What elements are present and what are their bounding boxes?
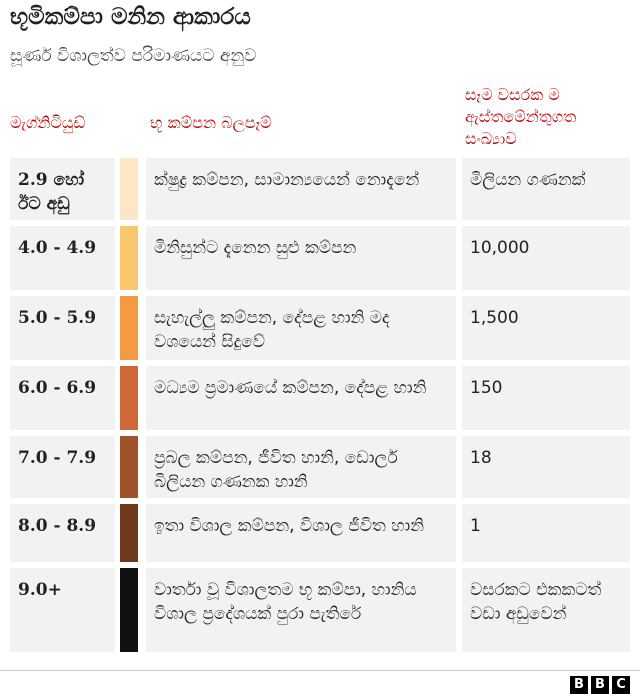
magnitude-cell: 4.0 - 4.9 [10,226,115,290]
logo-letter: C [612,676,630,694]
color-swatch [120,436,138,498]
effect-cell: ක්ෂුද්‍ර කම්පන, සාමාන්‍යයෙන් නොදැනේ [146,158,456,220]
color-swatch [120,366,138,430]
color-swatch [120,504,138,562]
column-header: භූ කම්පන බලපෑම් [150,113,272,132]
color-swatch [120,158,138,220]
magnitude-cell: 8.0 - 8.9 [10,504,115,562]
magnitude-cell: 7.0 - 7.9 [10,436,115,498]
estimate-cell: 1,500 [462,296,630,360]
effect-cell: මධ්‍යම ප්‍රමාණයේ කම්පන, දේපළ හානි [146,366,456,430]
logo-letter: B [591,676,609,694]
color-swatch [120,226,138,290]
estimate-cell: 10,000 [462,226,630,290]
column-header: සෑම වසරක ම ඇස්තමේන්තුගත සංඛ්‍යාව [465,85,577,148]
logo: B B C [570,676,630,694]
title: භූමිකම්පා මනින ආකාරය [10,4,251,30]
effect-cell: සැහැල්ලු කම්පන, දේපළ හානි මද වශයෙන් සිදු… [146,296,456,360]
estimate-cell: 1 [462,504,630,562]
magnitude-cell: 5.0 - 5.9 [10,296,115,360]
magnitude-cell: 2.9 හෝ ඊට අඩු [10,158,115,220]
effect-cell: වාර්තා වූ විශාලතම භූ කම්පා, හානිය විශාල … [146,568,456,652]
magnitude-cell: 9.0+ [10,568,115,652]
estimate-cell: 150 [462,366,630,430]
subtitle: සූර්ණ විශාලත්ව පරිමාණයට අනුව [10,46,257,66]
column-header: මැග්නිටියුඩ් [10,113,86,132]
divider [0,670,640,671]
effect-cell: ඉතා විශාල කම්පන, විශාල ජීවිත හානි [146,504,456,562]
estimate-cell: වසරකට එකකටත් වඩා අඩුවෙන් [462,568,630,652]
logo-letter: B [570,676,588,694]
effect-cell: ප්‍රබල කම්පන, ජීවිත හානි, ඩොලර් බිලියන ග… [146,436,456,498]
color-swatch [120,296,138,360]
color-swatch [120,568,138,652]
estimate-cell: මිලියන ගණනක් [462,158,630,220]
magnitude-cell: 6.0 - 6.9 [10,366,115,430]
estimate-cell: 18 [462,436,630,498]
effect-cell: මිනිසුන්ට දැනෙන සුළු කම්පන [146,226,456,290]
